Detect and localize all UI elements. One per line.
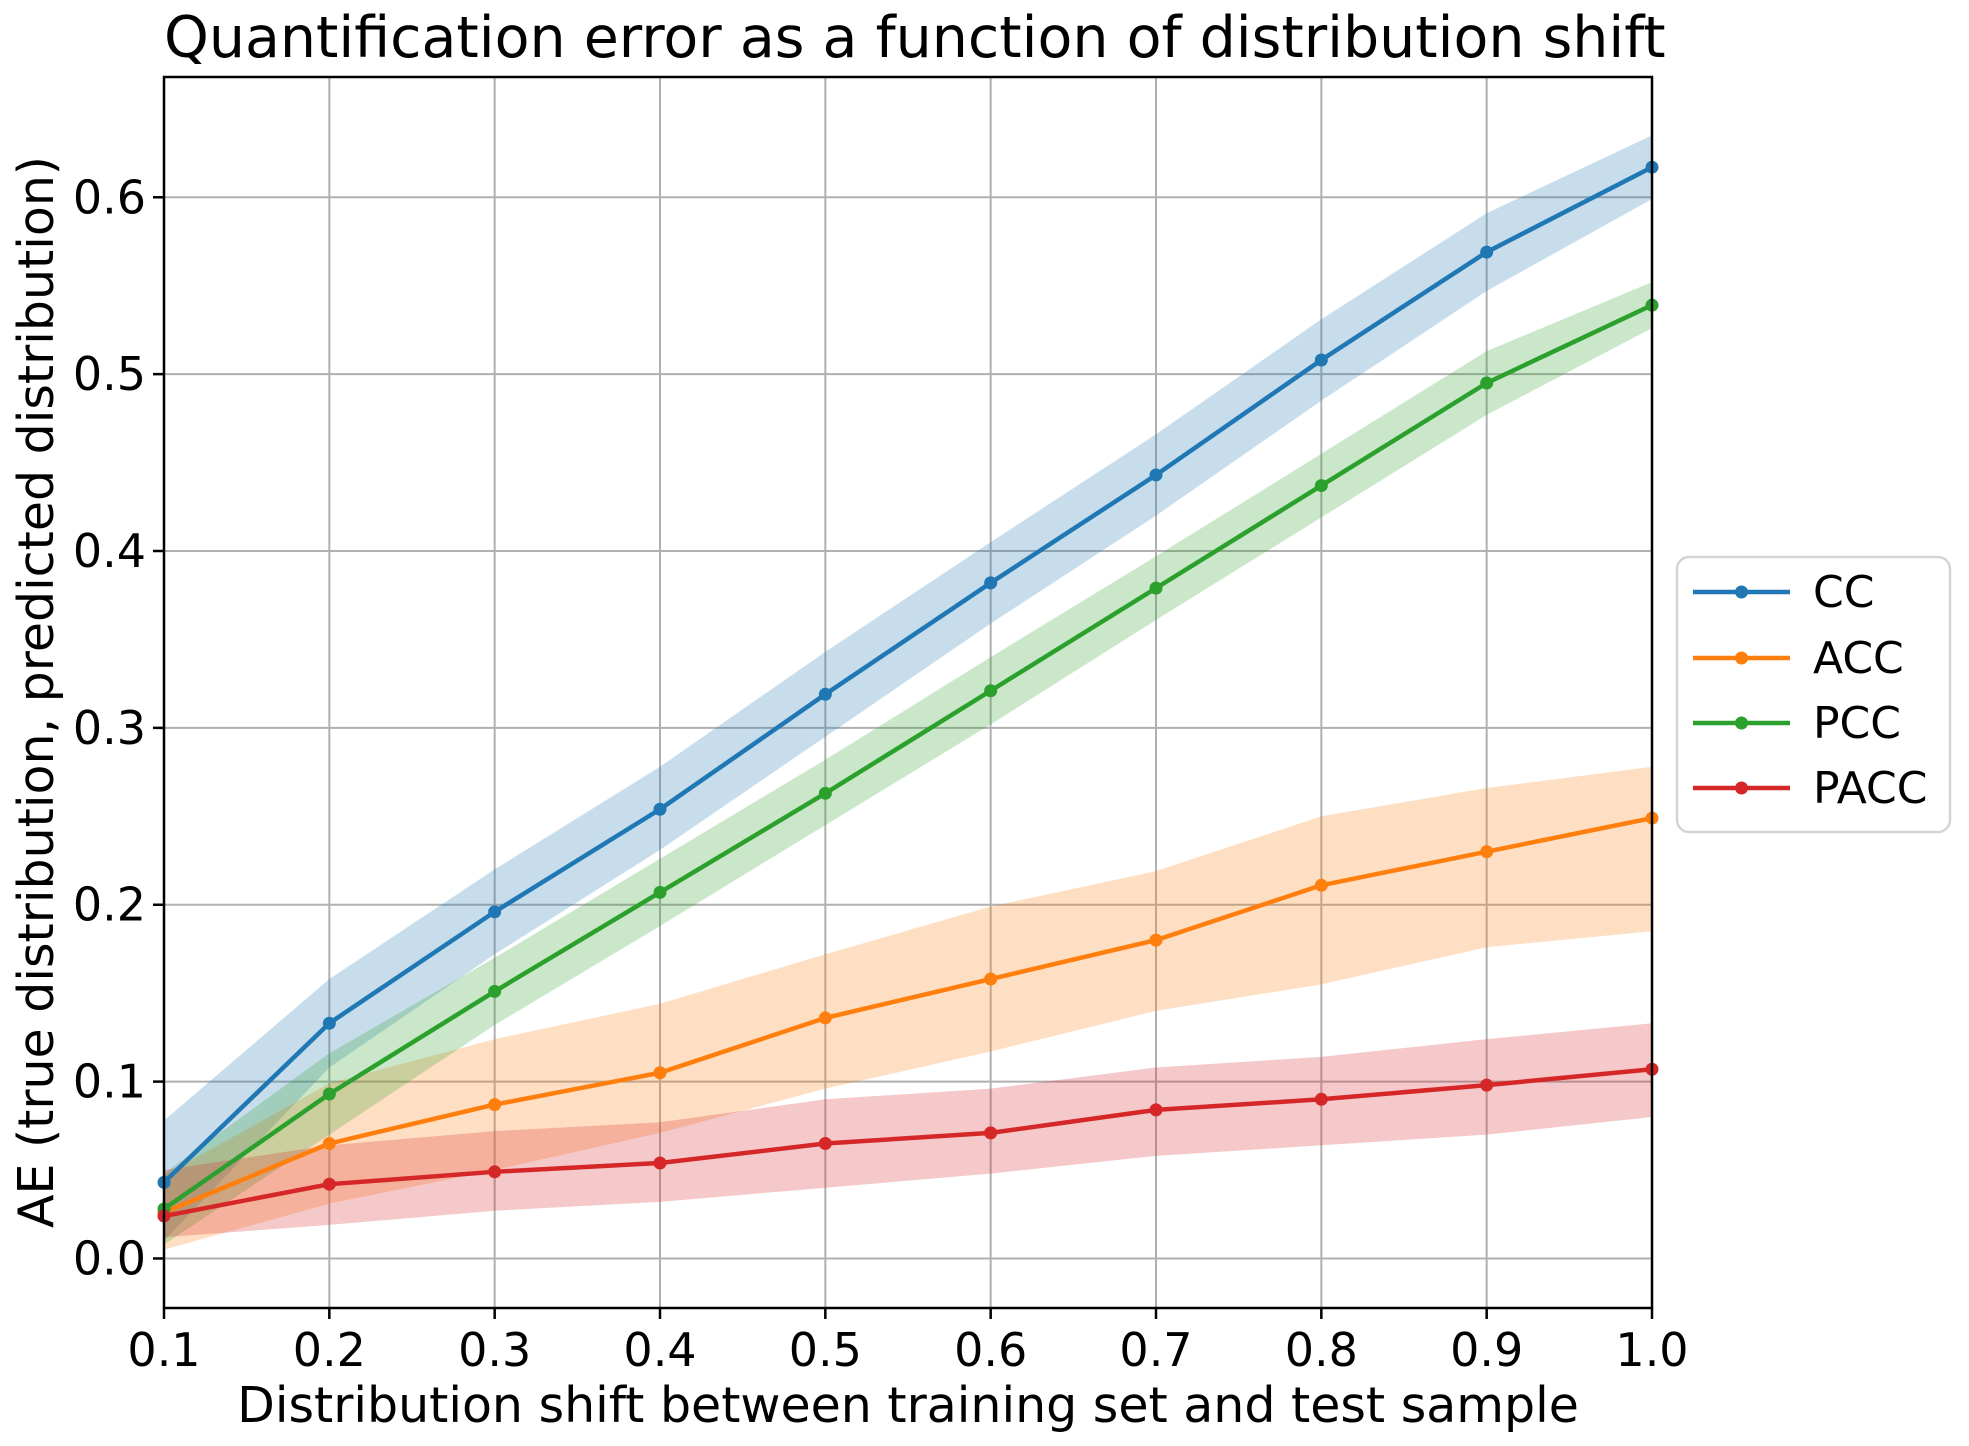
x-tick-label: 0.4 bbox=[623, 1323, 696, 1377]
data-point bbox=[1314, 479, 1328, 493]
legend-label: PCC bbox=[1813, 698, 1901, 749]
legend-label: ACC bbox=[1813, 633, 1904, 684]
data-point bbox=[1149, 933, 1163, 947]
data-point bbox=[653, 802, 667, 816]
series-band-CC bbox=[164, 135, 1652, 1241]
legend-item-PCC: PCC bbox=[1693, 698, 1901, 749]
axes-spines bbox=[162, 75, 1654, 1310]
y-tick-label: 0.6 bbox=[73, 170, 146, 224]
data-point bbox=[488, 905, 502, 919]
data-point bbox=[1480, 1078, 1494, 1092]
data-point bbox=[322, 1137, 336, 1151]
data-point bbox=[984, 576, 998, 590]
legend-item-PACC: PACC bbox=[1693, 763, 1928, 814]
data-point bbox=[1314, 878, 1328, 892]
x-tick-label: 0.5 bbox=[789, 1323, 862, 1377]
series-band-ACC bbox=[164, 766, 1652, 1250]
y-tick-label: 0.4 bbox=[73, 524, 146, 578]
data-point bbox=[322, 1177, 336, 1191]
y-tick-label: 0.2 bbox=[73, 878, 146, 932]
data-point bbox=[653, 1156, 667, 1170]
y-axis-label: AE (true distribution, predicted distrib… bbox=[8, 155, 65, 1229]
data-point bbox=[1480, 245, 1494, 259]
legend-label: PACC bbox=[1813, 763, 1928, 814]
plot-background bbox=[164, 77, 1652, 1308]
series-band-PACC bbox=[164, 1023, 1652, 1238]
legend-item-CC: CC bbox=[1693, 567, 1874, 618]
data-point bbox=[1149, 468, 1163, 482]
data-point bbox=[984, 972, 998, 986]
legend-marker bbox=[1735, 716, 1748, 730]
data-point bbox=[653, 885, 667, 899]
series-line-PCC bbox=[161, 302, 1655, 1212]
data-point bbox=[488, 1098, 502, 1112]
x-tick-label: 0.1 bbox=[127, 1323, 200, 1377]
legend-box bbox=[1675, 555, 1952, 834]
tick-labels: 0.1 0.2 0.3 0.4 0.5 0.6 0.7 0.8 0.9 1.0 0.0 0.1 0.2 0… bbox=[73, 170, 1689, 1377]
data-point bbox=[1480, 376, 1494, 390]
data-point bbox=[984, 1126, 998, 1140]
x-tick-label: 0.6 bbox=[954, 1323, 1027, 1377]
x-tick-label: 0.7 bbox=[1119, 1323, 1192, 1377]
legend-marker bbox=[1735, 651, 1748, 665]
data-point bbox=[322, 1087, 336, 1101]
series-markers-ACC bbox=[157, 811, 1659, 1219]
data-point bbox=[818, 1137, 832, 1151]
x-tick-label: 0.9 bbox=[1450, 1323, 1523, 1377]
chart-title: Quantification error as a function of di… bbox=[164, 5, 1666, 71]
data-point bbox=[488, 1165, 502, 1179]
data-point bbox=[1314, 353, 1328, 367]
data-point bbox=[818, 1011, 832, 1025]
data-point bbox=[1314, 1092, 1328, 1106]
series-line-CC bbox=[161, 164, 1655, 1185]
y-tick-label: 0.1 bbox=[73, 1055, 146, 1109]
data-point bbox=[984, 684, 998, 698]
data-point bbox=[1480, 845, 1494, 859]
y-tick-label: 0.5 bbox=[73, 347, 146, 401]
data-point bbox=[1149, 1103, 1163, 1117]
data-point bbox=[653, 1066, 667, 1080]
data-point bbox=[818, 687, 832, 701]
legend-marker bbox=[1735, 585, 1748, 599]
data-point bbox=[1149, 581, 1163, 595]
x-tick-label: 0.8 bbox=[1285, 1323, 1358, 1377]
series-line-ACC bbox=[161, 815, 1655, 1215]
legend-marker bbox=[1735, 781, 1748, 795]
x-axis-label: Distribution shift between training set … bbox=[237, 1377, 1579, 1434]
series-markers-CC bbox=[157, 160, 1659, 1189]
x-tick-label: 0.3 bbox=[458, 1323, 531, 1377]
tick-marks bbox=[153, 196, 1654, 1319]
legend: CC ACC PCC PACC bbox=[1675, 555, 1952, 834]
x-tick-label: 0.2 bbox=[293, 1323, 366, 1377]
series-band-PCC bbox=[164, 282, 1652, 1245]
y-tick-label: 0.0 bbox=[73, 1231, 146, 1285]
data-point bbox=[488, 984, 502, 998]
data-point bbox=[322, 1016, 336, 1030]
x-tick-label: 1.0 bbox=[1615, 1323, 1688, 1377]
y-tick-label: 0.3 bbox=[73, 701, 146, 755]
legend-item-ACC: ACC bbox=[1693, 633, 1904, 684]
data-point bbox=[818, 786, 832, 800]
legend-label: CC bbox=[1813, 567, 1874, 618]
series-line-PACC bbox=[161, 1066, 1655, 1219]
